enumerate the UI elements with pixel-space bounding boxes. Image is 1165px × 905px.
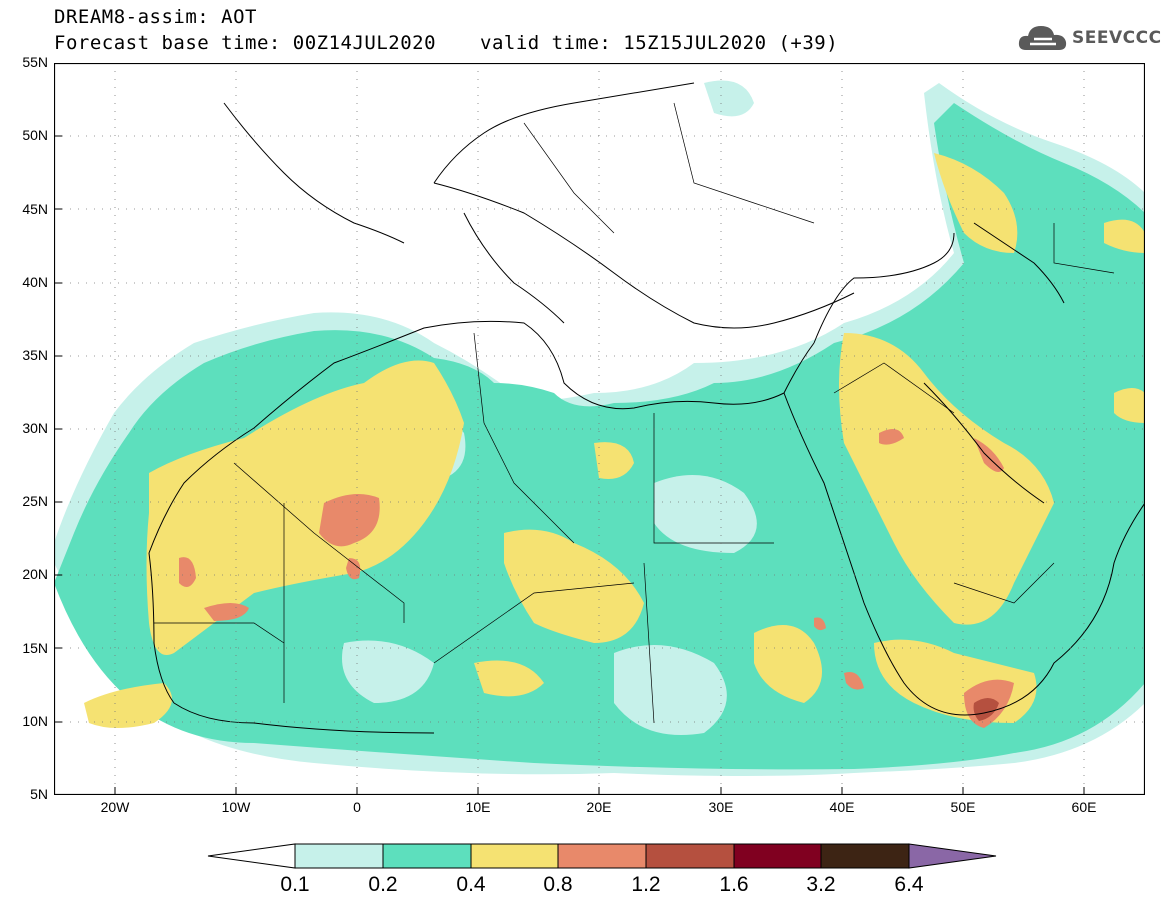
coastlines — [148, 82, 1145, 734]
lon-label-10e: 10E — [465, 799, 491, 815]
lat-label-15n: 15N — [22, 640, 48, 656]
lon-label-60e: 60E — [1071, 799, 1097, 815]
lon-label-20w: 20W — [100, 799, 130, 815]
lat-label-30n: 30N — [22, 420, 48, 436]
lon-label-20e: 20E — [586, 799, 612, 815]
colorbar-label-0.8: 0.8 — [543, 873, 573, 896]
colorbar-segment-1.2 — [645, 843, 735, 869]
colorbar-segment-0.4 — [470, 843, 559, 869]
lat-label-40n: 40N — [22, 274, 48, 290]
aot-field-level-0.2 — [54, 103, 1145, 770]
lat-label-25n: 25N — [22, 493, 48, 509]
colorbar-label-6.4: 6.4 — [894, 873, 924, 896]
colorbar-segment-1.6 — [733, 843, 822, 869]
lon-label-40e: 40E — [829, 799, 855, 815]
colorbar-label-0.2: 0.2 — [368, 873, 398, 896]
colorbar-segment-0.8 — [557, 843, 647, 869]
cloud-icon — [1018, 26, 1067, 50]
colorbar-min-arrow — [207, 843, 296, 869]
lon-label-50e: 50E — [950, 799, 976, 815]
lat-label-5n: 5N — [30, 786, 48, 802]
colorbar-max-arrow — [908, 843, 997, 869]
lon-label-0: 0 — [353, 799, 361, 815]
lat-label-45n: 45N — [22, 201, 48, 217]
colorbar-label-0.4: 0.4 — [456, 873, 486, 896]
map-title: DREAM8-assim: AOT — [54, 6, 257, 28]
colorbar-segment-0.2 — [382, 843, 472, 869]
colorbar-label-1.6: 1.6 — [719, 873, 749, 896]
colorbar-segment-3.2 — [820, 843, 910, 869]
lat-label-55n: 55N — [22, 54, 48, 70]
lat-label-20n: 20N — [22, 566, 48, 582]
forecast-base-time: Forecast base time: 00Z14JUL2020 — [54, 32, 437, 54]
logo-text: SEEVCCC — [1072, 28, 1162, 48]
lon-label-10w: 10W — [221, 799, 251, 815]
colorbar-label-3.2: 3.2 — [806, 873, 836, 896]
aot-map — [54, 63, 1145, 795]
aot-field-level-0.4 — [84, 153, 1145, 728]
colorbar-label-1.2: 1.2 — [631, 873, 661, 896]
lat-label-10n: 10N — [22, 713, 48, 729]
colorbar-label-0.1: 0.1 — [280, 873, 310, 896]
colorbar-segment-0.1 — [294, 843, 384, 869]
valid-time: valid time: 15Z15JUL2020 (+39) — [480, 32, 839, 54]
axis-ticks — [54, 135, 1085, 795]
lat-label-50n: 50N — [22, 127, 48, 143]
borders — [154, 102, 1115, 724]
seevccc-logo: SEEVCCC — [1018, 22, 1162, 54]
lat-label-35n: 35N — [22, 347, 48, 363]
lon-label-30e: 30E — [708, 799, 734, 815]
aot-field-level-1.2 — [973, 698, 999, 721]
